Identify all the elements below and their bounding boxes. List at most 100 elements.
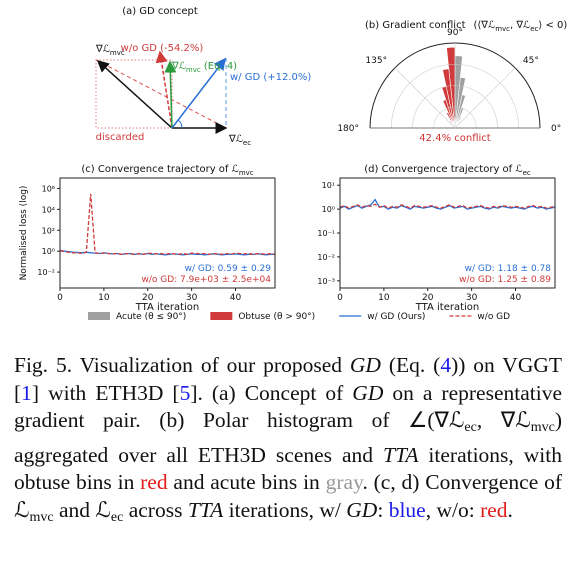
arrow-mvc [96, 59, 173, 129]
theta-tick-label: 45° [523, 56, 539, 66]
theta-tick-label: 0° [551, 124, 561, 134]
caption-text: GD [352, 380, 384, 405]
caption: Fig. 5. Visualization of our proposed GD… [14, 352, 562, 531]
caption-text: (Eq. ( [380, 353, 441, 377]
caption-text: ) aggregated over all ETH3D scenes and [14, 408, 562, 467]
x-tick-label: 0 [337, 293, 343, 303]
x-tick-label: 0 [57, 293, 63, 303]
theta-tick-label: 180° [337, 124, 359, 134]
title-part: ec [530, 25, 538, 33]
y-tick-label: 10⁻² [37, 268, 55, 277]
label-part: ∇ℒ [95, 44, 110, 55]
y-tick-label: 10⁻¹ [317, 229, 335, 238]
projection-line [95, 59, 227, 129]
title-part: (d) Convergence trajectory of ℒ [364, 164, 522, 175]
legend-label: Obtuse (θ > 90°) [238, 312, 315, 322]
y-tick-label: 10¹ [322, 181, 335, 190]
caption-text: GD [346, 497, 378, 522]
y-tick-label: 10⁴ [42, 205, 55, 214]
title-part: (b) Gradient conflict [365, 20, 466, 31]
legend-label: Acute (θ ≤ 90°) [116, 312, 186, 322]
caption-text: red [140, 470, 168, 494]
caption-text: and ℒ [53, 497, 111, 522]
series-line [339, 203, 556, 209]
caption-text: )) on VGGT [ [14, 353, 563, 405]
legend-label: w/ GD (Ours) [367, 312, 425, 322]
caption-text: blue [388, 497, 426, 522]
title-part: (c) Convergence trajectory of ℒ [81, 164, 238, 175]
chart-title: (d) Convergence trajectory of ℒec [364, 164, 531, 177]
caption-text: , w/o: [425, 497, 481, 522]
y-axis-label: Normalised loss (log) [19, 186, 29, 281]
chart-title: (b) Gradient conflict (⟨∇ℒmvc, ∇ℒec⟩ < 0) [365, 20, 567, 33]
x-axis-label: TTA iteration [415, 302, 480, 313]
legend-label: w/o GD [477, 312, 510, 322]
theta-tick-label: 135° [365, 56, 387, 66]
label-w-gd: w/ GD (+12.0%) [230, 72, 311, 83]
arrow-w-gd [171, 57, 226, 129]
grid-spoke [394, 67, 456, 129]
caption-text: iterations, w/ [223, 497, 347, 522]
caption-text: Fig. 5. Visualization of our proposed [14, 353, 350, 377]
label-part: (Eq. 4) [201, 61, 237, 72]
caption-text: mvc [530, 420, 555, 435]
x-tick-label: 10 [98, 293, 110, 303]
caption-text: ] with ETH3D [ [31, 380, 180, 405]
label-part: ∇ℒ [171, 61, 186, 72]
caption-text: across [123, 497, 188, 522]
theta-tick-label: 90° [447, 28, 463, 38]
y-tick-label: 10⁻³ [317, 277, 335, 286]
label-part: ∇ℒ [228, 134, 243, 145]
arrow-wo-gd [155, 50, 173, 129]
series-line [59, 193, 276, 255]
label-sub: mvc [110, 49, 125, 57]
x-tick-label: 40 [510, 293, 522, 303]
label-projected: ∇ℒmvc (Eq. 4) [171, 61, 237, 74]
label-grad-ec: ∇ℒec [228, 134, 251, 147]
caption-text: iterations, with obtuse bins in [14, 442, 562, 495]
title-part: mvc [495, 25, 510, 33]
grid-spoke [454, 67, 516, 129]
x-tick-label: 20 [142, 293, 154, 303]
caption-text: on a representative gradient pair. (b) P… [14, 380, 562, 433]
arrow-projected [164, 60, 177, 129]
angle-arc [177, 119, 183, 129]
y-tick-label: 10⁻² [317, 253, 335, 262]
title-part: , ∇ℒ [510, 20, 530, 31]
label-sub: ec [243, 139, 251, 147]
title-part: (⟨∇ℒ [473, 20, 495, 31]
caption-text: red [480, 497, 508, 522]
annotation: w/ GD: 0.59 ± 0.29 [185, 264, 272, 274]
legend-swatch [88, 312, 110, 320]
caption-text: mvc [29, 509, 54, 525]
caption-text: gray [325, 470, 363, 494]
chart-title: (c) Convergence trajectory of ℒmvc [81, 164, 253, 177]
label-sub: mvc [186, 66, 201, 74]
x-tick-label: 10 [378, 293, 390, 303]
x-tick-label: 30 [186, 293, 198, 303]
figure: (a) GD concept ∇ℒmvc w/o GD (-54.2%) ∇ℒm… [19, 6, 567, 322]
y-tick-label: 10² [42, 226, 55, 235]
label-discarded: discarded [96, 132, 145, 143]
x-tick-label: 30 [466, 293, 478, 303]
title-sub: ec [523, 169, 531, 177]
x-tick-label: 40 [230, 293, 242, 303]
title-sub: mvc [239, 169, 254, 177]
x-axis-label: TTA iteration [135, 302, 200, 313]
discarded-box [95, 59, 173, 129]
annotation: 42.4% conflict [419, 133, 490, 144]
label-wo-gd: w/o GD (-54.2%) [121, 43, 204, 54]
annotation: w/o GD: 1.25 ± 0.89 [459, 275, 551, 285]
caption-text: . (c, d) Convergence of ℒ [14, 470, 562, 522]
caption-text: 4 [440, 353, 452, 377]
annotation: w/ GD: 1.18 ± 0.78 [465, 264, 552, 274]
caption-text: TTA [187, 497, 224, 522]
caption-text: , ∇ℒ [476, 408, 531, 432]
caption-text: 1 [21, 380, 32, 405]
plot-frame [59, 177, 276, 289]
caption-text: GD [349, 353, 381, 377]
label-grad-mvc: ∇ℒmvc [95, 44, 125, 57]
legend-swatch [210, 312, 233, 320]
y-tick-label: 10⁰ [42, 247, 55, 256]
